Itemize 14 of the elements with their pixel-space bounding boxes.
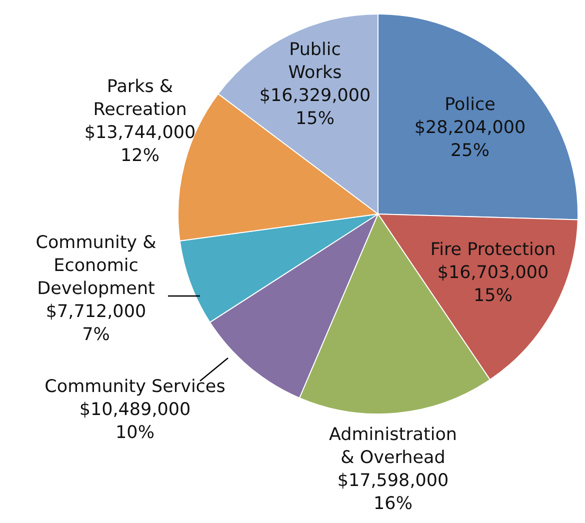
slice-label: Administration & Overhead <box>328 425 458 468</box>
data-label: $28,204,000 25% <box>414 118 526 161</box>
data-label: $13,744,000 12% <box>84 123 196 166</box>
slice-label: Police <box>444 95 496 115</box>
slice-label: Fire Protection <box>430 240 556 260</box>
data-label: $16,703,000 15% <box>437 263 549 306</box>
slice-label: Parks & Recreation <box>93 77 187 120</box>
slice-label: Community Services <box>44 377 226 397</box>
data-label: $16,329,000 15% <box>259 86 371 129</box>
data-label: $17,598,000 16% <box>337 471 449 514</box>
data-label: $7,712,000 7% <box>46 302 146 345</box>
slice-label: Public Works <box>288 40 342 83</box>
slice-label: Community & Economic Development <box>36 233 157 299</box>
data-label: $10,489,000 10% <box>79 400 191 443</box>
